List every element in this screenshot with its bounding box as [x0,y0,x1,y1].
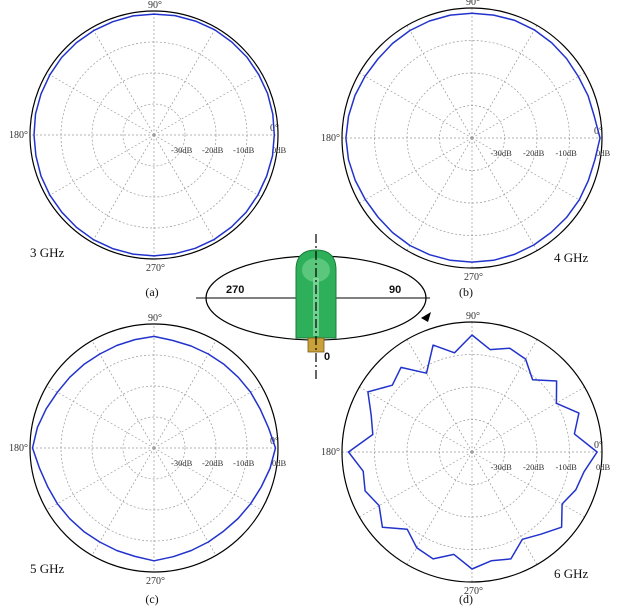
radial-tick-label: -10dB [233,458,255,468]
angle-tick-label: 90° [148,0,162,11]
grid-spoke [359,72,473,139]
radial-tick-label: -10dB [233,145,255,155]
grid-spoke [46,447,155,511]
radial-tick-label: -20dB [523,462,545,472]
outer-ring [341,321,603,583]
grid-spoke [359,451,473,518]
radiation-pattern-trace [347,334,598,570]
radial-tick-label: -10dB [556,462,578,472]
radial-tick-label: -10dB [556,148,578,158]
grid-spoke [471,451,538,565]
angle-tick-label: 90° [148,313,162,324]
grid-spoke [153,134,262,198]
grid-spoke [153,134,217,243]
grid-spoke [153,385,262,449]
panel-label: (c) [145,592,158,606]
rotation-arrow-icon [421,312,431,322]
grid-circle [122,416,186,480]
grid-spoke [471,137,538,251]
grid-spoke [471,25,538,139]
radial-tick-label: 0dB [272,145,287,155]
radial-tick-label: 0dB [272,458,287,468]
angle-tick-label: 180° [321,133,340,144]
angle-tick-label: 270° [146,576,165,587]
grid-spoke [91,27,155,136]
angle-tick-label: 90° [466,0,480,8]
grid-spoke [471,137,585,204]
orientation-label-270: 270 [226,284,244,296]
grid-spoke [46,72,155,136]
frequency-label: 3 GHz [30,245,65,260]
radial-tick-label: -30dB [171,458,193,468]
polar-panel-c: 90° 0° 270° 180° -30dB -20dB -10dB 0dB 5 GHz (c) [9,313,287,606]
outer-ring [29,323,279,573]
grid-spoke [91,340,155,449]
panel-label: (d) [459,592,473,606]
grid-spoke [46,385,155,449]
radial-tick-label: 0dB [596,462,611,472]
grid-spoke [471,72,585,139]
grid-spoke [153,447,217,556]
grid-spoke [153,27,217,136]
grid-spoke [359,386,473,453]
radial-tick-label: -30dB [491,148,513,158]
grid-spoke [406,25,473,139]
angle-tick-label: 90° [466,311,480,322]
grid-spoke [406,137,473,251]
grid-spoke [406,451,473,565]
grid-spoke [91,134,155,243]
radial-tick-label: -30dB [491,462,513,472]
radiation-pattern-trace [31,335,277,562]
angle-tick-label: 0° [594,440,603,451]
angle-tick-label: 180° [9,130,28,141]
angle-tick-label: 270° [464,586,483,597]
grid-spoke [471,386,585,453]
grid-spoke [46,134,155,198]
panel-label: (a) [145,285,158,299]
angle-tick-label: 180° [321,447,340,458]
radial-tick-label: -20dB [202,145,224,155]
angle-tick-label: 270° [146,263,165,274]
angle-tick-label: 270° [464,272,483,283]
radiation-pattern-trace [345,12,601,263]
grid-circle [122,103,186,167]
angle-tick-label: 180° [9,443,28,454]
grid-spoke [153,72,262,136]
grid-spoke [153,447,262,511]
polar-panel-d: 90° 0° 270° 180° -30dB -20dB -10dB 0dB 6 GHz (d) [321,311,611,606]
outer-ring [29,10,279,260]
orientation-diagram: 270 90 0 [196,234,431,380]
grid-spoke [91,447,155,556]
panel-label: (b) [459,285,473,299]
orientation-label-0: 0 [324,351,330,363]
frequency-label: 5 GHz [30,561,65,576]
radial-tick-label: -20dB [523,148,545,158]
radial-tick-label: -30dB [171,145,193,155]
frequency-label: 6 GHz [554,566,589,581]
outer-ring [341,7,603,269]
grid-spoke [471,339,538,453]
frequency-label: 4 GHz [554,250,589,265]
grid-spoke [471,451,585,518]
grid-spoke [153,340,217,449]
radiation-pattern-trace [33,13,276,257]
radial-tick-label: -20dB [202,458,224,468]
orientation-label-90: 90 [389,284,401,296]
angle-tick-label: 0° [270,436,279,447]
radial-tick-label: 0dB [596,148,611,158]
grid-spoke [359,137,473,204]
grid-spoke [406,339,473,453]
